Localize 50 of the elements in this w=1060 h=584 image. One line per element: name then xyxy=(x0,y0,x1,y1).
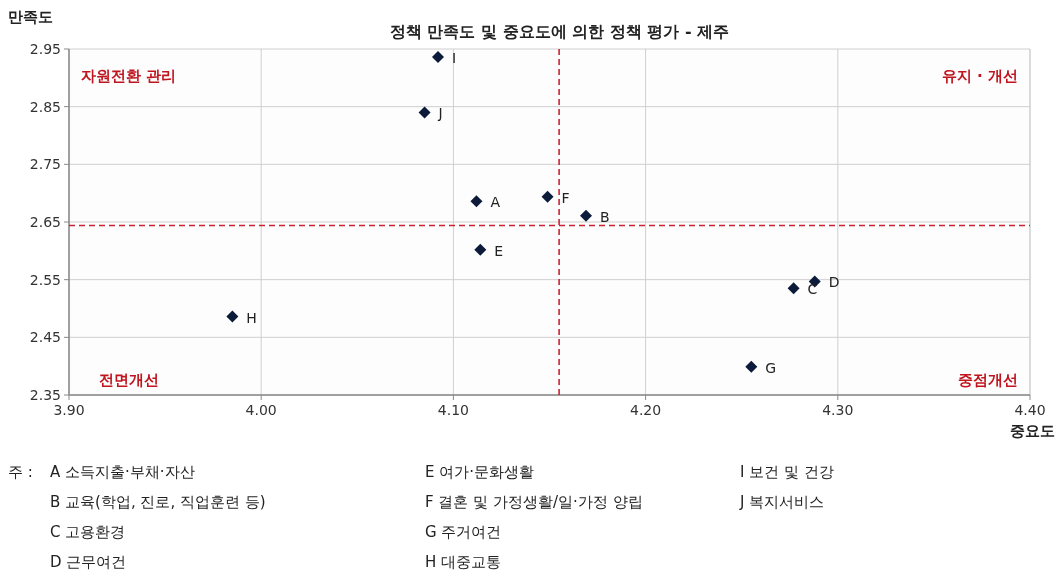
annotation: J xyxy=(437,105,443,122)
annotation: G xyxy=(765,359,777,376)
annotation: H xyxy=(246,309,257,326)
y-axis-title: 만족도 xyxy=(8,8,53,26)
annotation: 유지 · 개선 xyxy=(941,67,1018,85)
text: J 복지서비스 xyxy=(739,493,825,511)
x-tick-label: 4.30 xyxy=(822,402,854,418)
annotation: 자원전환 관리 xyxy=(81,67,177,85)
y-tick-label: 2.95 xyxy=(29,41,61,57)
x-tick-label: 4.00 xyxy=(245,402,277,418)
text: F 결혼 및 가정생활/일·가정 양립 xyxy=(425,493,643,511)
annotation: 중점개선 xyxy=(958,371,1018,389)
point xyxy=(541,190,554,203)
text: 주 : xyxy=(8,463,33,481)
text: D 근무여건 xyxy=(50,553,127,571)
point xyxy=(580,209,593,222)
text: A 소득지출·부채·자산 xyxy=(50,463,195,481)
text: H 대중교통 xyxy=(425,553,502,571)
point xyxy=(418,106,431,119)
annotation: F xyxy=(561,189,570,206)
text: B 교육(학업, 진로, 직업훈련 등) xyxy=(50,493,266,511)
x-tick-label: 4.10 xyxy=(437,402,469,418)
annotation: B xyxy=(600,208,610,225)
annotation: E xyxy=(494,242,504,259)
y-tick-label: 2.35 xyxy=(29,387,61,403)
chart-title: 정책 만족도 및 중요도에 의한 정책 평가 - 제주 xyxy=(389,22,730,41)
point xyxy=(745,360,758,373)
text: C 고용환경 xyxy=(50,523,126,541)
annotation: 전면개선 xyxy=(99,371,159,389)
y-tick-label: 2.55 xyxy=(29,271,61,288)
text: G 주거여건 xyxy=(425,523,502,541)
y-tick-label: 2.85 xyxy=(29,98,61,115)
point xyxy=(226,310,239,323)
annotation: I xyxy=(452,50,457,67)
y-tick-label: 2.65 xyxy=(29,214,61,230)
x-tick-label: 4.40 xyxy=(1014,402,1046,418)
point xyxy=(787,282,800,295)
x-tick-label: 4.20 xyxy=(630,402,662,418)
y-tick-label: 2.45 xyxy=(29,329,61,346)
annotation: A xyxy=(490,194,501,211)
annotation: C xyxy=(807,281,818,298)
y-tick-label: 2.75 xyxy=(29,156,61,173)
point xyxy=(474,243,487,256)
point xyxy=(432,51,445,64)
x-tick-label: 3.90 xyxy=(53,402,85,418)
annotation: D xyxy=(828,274,840,291)
point xyxy=(470,195,483,208)
text: E 여가·문화생활 xyxy=(425,463,535,481)
x-axis-title: 중요도 xyxy=(1010,422,1055,440)
text: I 보건 및 건강 xyxy=(740,463,834,481)
